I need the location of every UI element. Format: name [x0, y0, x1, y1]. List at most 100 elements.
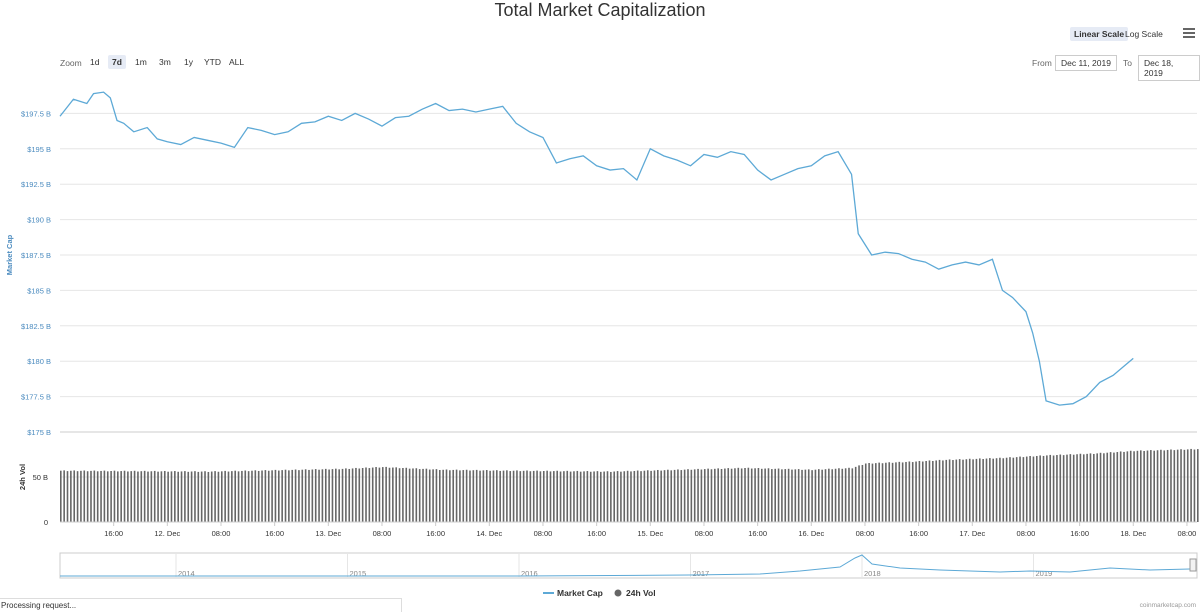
volume-bar: [100, 470, 102, 522]
volume-bar: [522, 470, 525, 522]
volume-bar: [167, 471, 169, 522]
volume-bar: [308, 469, 310, 522]
volume-bar: [566, 470, 569, 522]
volume-bar: [620, 471, 622, 522]
linear-scale-button[interactable]: Linear Scale: [1070, 27, 1129, 41]
volume-bar: [294, 469, 297, 522]
volume-bar: [502, 470, 505, 522]
volume-bar: [650, 470, 652, 522]
volume-bar: [683, 469, 686, 522]
volume-bar: [281, 470, 283, 522]
zoom-ytd-button[interactable]: YTD: [204, 57, 221, 67]
volume-bar: [143, 470, 146, 522]
zoom-1y-button[interactable]: 1y: [184, 57, 193, 67]
volume-bar: [187, 471, 190, 522]
volume-bar: [381, 467, 384, 522]
navigator-tick-label: 2015: [350, 569, 367, 578]
volume-bar: [241, 470, 243, 522]
log-scale-button[interactable]: Log Scale: [1125, 29, 1163, 39]
volume-bar: [224, 470, 226, 522]
zoom-label: Zoom: [60, 58, 82, 68]
y-tick-label: $177.5 B: [21, 393, 51, 402]
volume-bar: [1089, 453, 1092, 522]
volume-bar: [465, 469, 468, 522]
zoom-1m-button[interactable]: 1m: [135, 57, 147, 67]
zoom-1d-button[interactable]: 1d: [90, 57, 100, 67]
volume-bar: [1136, 450, 1139, 522]
volume-bar: [985, 458, 988, 522]
volume-bar: [395, 467, 397, 522]
volume-bar: [556, 470, 558, 522]
volume-bar: [831, 469, 834, 522]
volume-bar: [257, 470, 260, 522]
volume-bar: [512, 470, 515, 522]
volume-bar: [573, 471, 575, 522]
volume-bar: [90, 470, 92, 522]
to-date-input[interactable]: Dec 18, 2019: [1138, 55, 1200, 81]
x-tick-label: 08:00: [1178, 529, 1197, 538]
x-tick-label: 16:00: [748, 529, 767, 538]
credit-text[interactable]: coinmarketcap.com: [1139, 602, 1196, 609]
x-tick-label: 12. Dec: [154, 529, 180, 538]
from-label: From: [1032, 58, 1052, 68]
volume-bar: [204, 471, 206, 522]
hamburger-menu-icon[interactable]: [1183, 28, 1195, 38]
volume-bar: [898, 461, 901, 522]
volume-bar: [324, 468, 327, 522]
volume-bar: [804, 469, 807, 522]
volume-bar: [542, 471, 545, 522]
x-tick-label: 08:00: [534, 529, 553, 538]
volume-bar: [821, 469, 823, 522]
x-tick-label: 08:00: [695, 529, 714, 538]
volume-tick-label: 50 B: [33, 473, 48, 482]
volume-bar: [532, 470, 535, 522]
volume-bar: [261, 470, 263, 522]
volume-bar: [194, 471, 196, 522]
volume-bar: [861, 464, 864, 522]
volume-bar: [610, 471, 612, 522]
volume-bar: [1082, 454, 1085, 522]
volume-bar: [1099, 452, 1102, 522]
volume-bar: [247, 471, 250, 522]
volume-bar: [814, 469, 817, 522]
volume-bar: [1170, 449, 1172, 522]
volume-bar: [449, 470, 451, 522]
volume-bar: [911, 462, 914, 522]
volume-bar: [646, 470, 649, 522]
volume-bar: [760, 468, 763, 522]
zoom-7d-button[interactable]: 7d: [108, 55, 126, 69]
volume-bar: [1129, 450, 1132, 522]
from-date-input[interactable]: Dec 11, 2019: [1055, 55, 1117, 71]
volume-bar: [63, 470, 65, 522]
volume-bar: [355, 467, 357, 522]
volume-bar: [583, 471, 585, 522]
volume-bar: [1123, 451, 1125, 522]
zoom-all-button[interactable]: ALL: [229, 57, 245, 67]
volume-bar: [925, 460, 927, 522]
volume-bar: [1186, 449, 1189, 522]
x-tick-label: 14. Dec: [476, 529, 502, 538]
volume-bar: [1012, 457, 1015, 522]
volume-bar: [485, 470, 488, 522]
volume-bar: [1190, 448, 1192, 522]
volume-bar: [351, 468, 354, 522]
volume-bar: [978, 458, 981, 522]
volume-bar: [942, 460, 944, 522]
zoom-3m-button[interactable]: 3m: [159, 57, 171, 67]
volume-bar: [110, 471, 112, 522]
volume-bar: [157, 471, 159, 522]
volume-bar: [657, 469, 659, 522]
volume-bar: [690, 469, 693, 522]
volume-bar: [123, 470, 126, 522]
x-tick-label: 16:00: [1070, 529, 1089, 538]
x-tick-label: 18. Dec: [1120, 529, 1146, 538]
volume-bar: [791, 469, 793, 522]
volume-bar: [288, 470, 290, 522]
volume-bar: [569, 471, 572, 522]
volume-bar: [1019, 456, 1021, 522]
volume-bar: [811, 470, 813, 522]
navigator-handle: [1189, 558, 1197, 572]
volume-bar: [127, 471, 129, 522]
x-tick-label: 08:00: [373, 529, 392, 538]
volume-bar: [895, 462, 897, 522]
